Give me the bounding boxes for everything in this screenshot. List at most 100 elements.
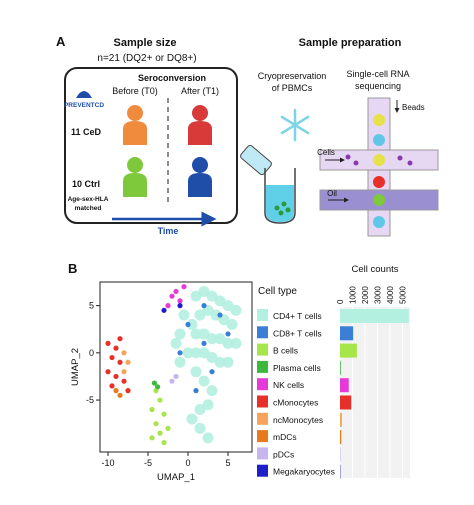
- microfluidic-chip: [320, 98, 438, 236]
- legend-swatch: [257, 447, 268, 459]
- point: [217, 312, 222, 317]
- point: [105, 341, 110, 346]
- after-label: After (T1): [181, 86, 219, 96]
- legend-title: Cell type: [258, 286, 297, 297]
- matched-label: matched: [75, 205, 102, 212]
- point: [121, 369, 126, 374]
- bar: [340, 413, 342, 427]
- x-tick-label: 0: [336, 299, 345, 304]
- panel-label: A: [56, 34, 66, 49]
- x-tick-label: 4000: [386, 286, 395, 304]
- legend-swatch: [257, 378, 268, 390]
- point: [155, 384, 160, 389]
- point: [157, 397, 162, 402]
- point: [191, 366, 202, 377]
- point: [175, 357, 186, 368]
- point: [195, 423, 206, 434]
- before-label: Before (T0): [112, 86, 158, 96]
- oil-label: Oil: [327, 189, 337, 198]
- legend-swatch: [257, 396, 268, 408]
- point: [181, 284, 186, 289]
- point: [105, 369, 110, 374]
- point: [207, 385, 218, 396]
- logo-icon: [76, 91, 92, 98]
- point: [149, 407, 154, 412]
- bar: [340, 309, 409, 323]
- legend-swatch: [257, 326, 268, 338]
- point: [231, 305, 242, 316]
- legend-swatch: [257, 309, 268, 321]
- point: [161, 412, 166, 417]
- legend-swatch: [257, 413, 268, 425]
- point: [161, 440, 166, 445]
- point: [121, 379, 126, 384]
- section-title: Sample preparation: [299, 37, 402, 49]
- matched-label: Age-sex-HLA: [68, 196, 109, 203]
- point: [117, 360, 122, 365]
- point: [161, 308, 166, 313]
- point: [223, 357, 234, 368]
- time-label: Time: [158, 226, 179, 236]
- logo: PREVENTCD: [64, 102, 104, 109]
- legend-label: NK cells: [273, 380, 304, 390]
- bar: [340, 361, 341, 375]
- point: [149, 435, 154, 440]
- scrna-label: Single-cell RNA: [346, 69, 409, 79]
- legend-swatch: [257, 344, 268, 356]
- point: [177, 303, 182, 308]
- point: [165, 303, 170, 308]
- point: [177, 298, 182, 303]
- point: [171, 338, 182, 349]
- point: [165, 426, 170, 431]
- bar: [340, 344, 357, 358]
- x-tick-label: 2000: [361, 286, 370, 304]
- x-tick-label: 5: [225, 458, 230, 468]
- x-axis-label: UMAP_1: [157, 472, 195, 483]
- point: [201, 341, 206, 346]
- x-tick-label: 0: [185, 458, 190, 468]
- point: [185, 322, 190, 327]
- point: [231, 338, 242, 349]
- y-tick-label: 5: [89, 301, 94, 311]
- legend-label: CD4+ T cells: [273, 311, 322, 321]
- point: [173, 374, 178, 379]
- y-tick-label: -5: [86, 395, 94, 405]
- point: [125, 360, 130, 365]
- point: [117, 336, 122, 341]
- bar: [340, 378, 349, 392]
- point: [199, 376, 210, 387]
- point: [113, 374, 118, 379]
- point: [113, 388, 118, 393]
- point: [193, 388, 198, 393]
- snowflake: [282, 110, 308, 140]
- legend-swatch: [257, 430, 268, 442]
- legend-label: cMonocytes: [273, 398, 318, 408]
- beads-label: Beads: [402, 103, 425, 112]
- cryo-label: Cryopreservation: [258, 71, 327, 81]
- cells-label: Cells: [317, 148, 335, 157]
- legend-label: Plasma cells: [273, 363, 321, 373]
- point: [175, 328, 186, 339]
- point: [157, 431, 162, 436]
- x-tick-label: -10: [101, 458, 114, 468]
- legend-swatch: [257, 465, 268, 477]
- cryo-label: of PBMCs: [272, 83, 313, 93]
- x-tick-label: 1000: [349, 286, 358, 304]
- point: [153, 421, 158, 426]
- point: [169, 379, 174, 384]
- ctrl-label: 10 Ctrl: [72, 179, 100, 189]
- bar: [340, 396, 351, 410]
- tubes: [239, 144, 295, 223]
- legend-label: Megakaryocytes: [273, 467, 335, 477]
- section-title: Sample size: [114, 37, 177, 49]
- legend-label: CD8+ T cells: [273, 328, 322, 338]
- legend-label: B cells: [273, 346, 298, 356]
- point: [201, 303, 206, 308]
- y-tick-label: 0: [89, 348, 94, 358]
- point: [187, 413, 198, 424]
- bar: [340, 326, 353, 340]
- point: [179, 310, 190, 321]
- legend-label: pDCs: [273, 449, 294, 459]
